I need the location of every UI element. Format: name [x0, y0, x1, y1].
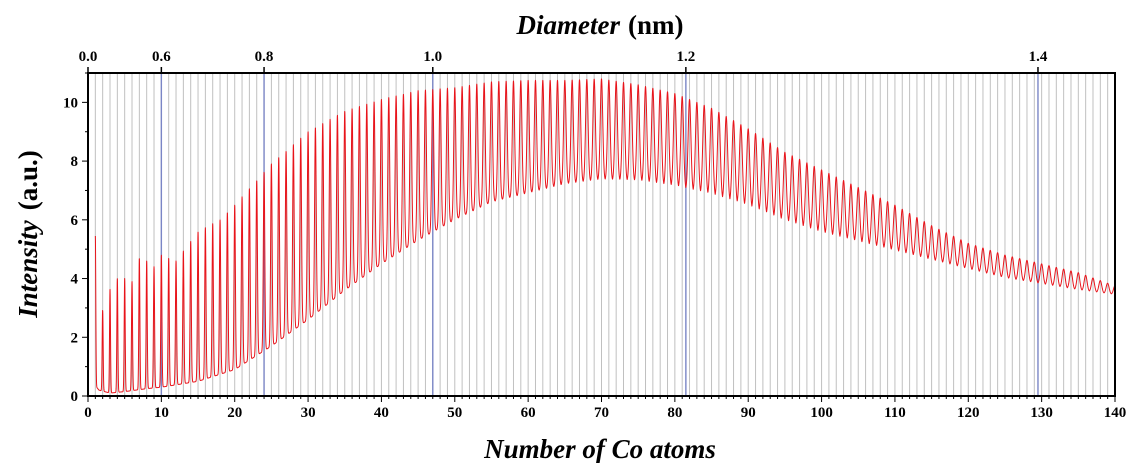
y-axis-title: Intensity (a.u.) — [13, 150, 43, 319]
top-tick-label: 1.2 — [676, 49, 695, 65]
top-tick-label: 1.4 — [1029, 49, 1048, 65]
x-tick-label: 10 — [154, 405, 169, 421]
y-tick-label: 8 — [71, 154, 79, 170]
x-tick-label: 110 — [884, 405, 906, 421]
x-tick-label: 20 — [227, 405, 242, 421]
x-axis-title: Number of Co atoms — [483, 434, 716, 463]
grid-lines — [94, 73, 1109, 396]
top-tick-label: 0.0 — [79, 49, 98, 65]
x-tick-label: 70 — [594, 405, 609, 421]
y-tick-label: 6 — [71, 213, 79, 229]
x-tick-label: 0 — [84, 405, 92, 421]
y-tick-label: 0 — [71, 389, 79, 405]
top-tick-label: 1.0 — [423, 49, 442, 65]
x-tick-label: 140 — [1104, 405, 1127, 421]
top-tick-label: 0.6 — [152, 49, 171, 65]
x-tick-label: 120 — [957, 405, 980, 421]
x-tick-label: 40 — [374, 405, 389, 421]
y-axis-title-unit: (a.u.) — [13, 150, 43, 210]
x-tick-label: 60 — [521, 405, 536, 421]
x-tick-label: 90 — [741, 405, 756, 421]
y-tick-label: 2 — [71, 330, 79, 346]
x-tick-label: 50 — [447, 405, 462, 421]
y-tick-label: 4 — [71, 272, 79, 288]
y-axis-title-main: Intensity — [13, 219, 43, 319]
x-tick-label: 30 — [301, 405, 316, 421]
x-tick-label: 130 — [1030, 405, 1053, 421]
y-tick-label: 10 — [63, 95, 78, 111]
diameter-reference-lines — [160, 73, 1039, 396]
top-axis-title-unit: (nm) — [628, 10, 684, 40]
x-axis-ticks: 0 10 20 30 40 50 60 70 80 90 100 110 120 130 140 — [84, 396, 1126, 421]
intensity-series-line — [94, 78, 1116, 394]
y-axis-ticks: 0 2 4 6 8 10 — [63, 72, 88, 405]
top-tick-label: 0.8 — [255, 49, 274, 65]
top-axis-title: Diameter (nm) — [516, 10, 684, 40]
top-axis-ticks: 0.0 0.6 0.8 1.0 1.2 1.4 — [79, 49, 1048, 73]
plot-series — [94, 78, 1116, 394]
x-tick-label: 80 — [667, 405, 682, 421]
x-tick-label: 100 — [810, 405, 833, 421]
top-axis-title-main: Diameter — [516, 10, 621, 40]
